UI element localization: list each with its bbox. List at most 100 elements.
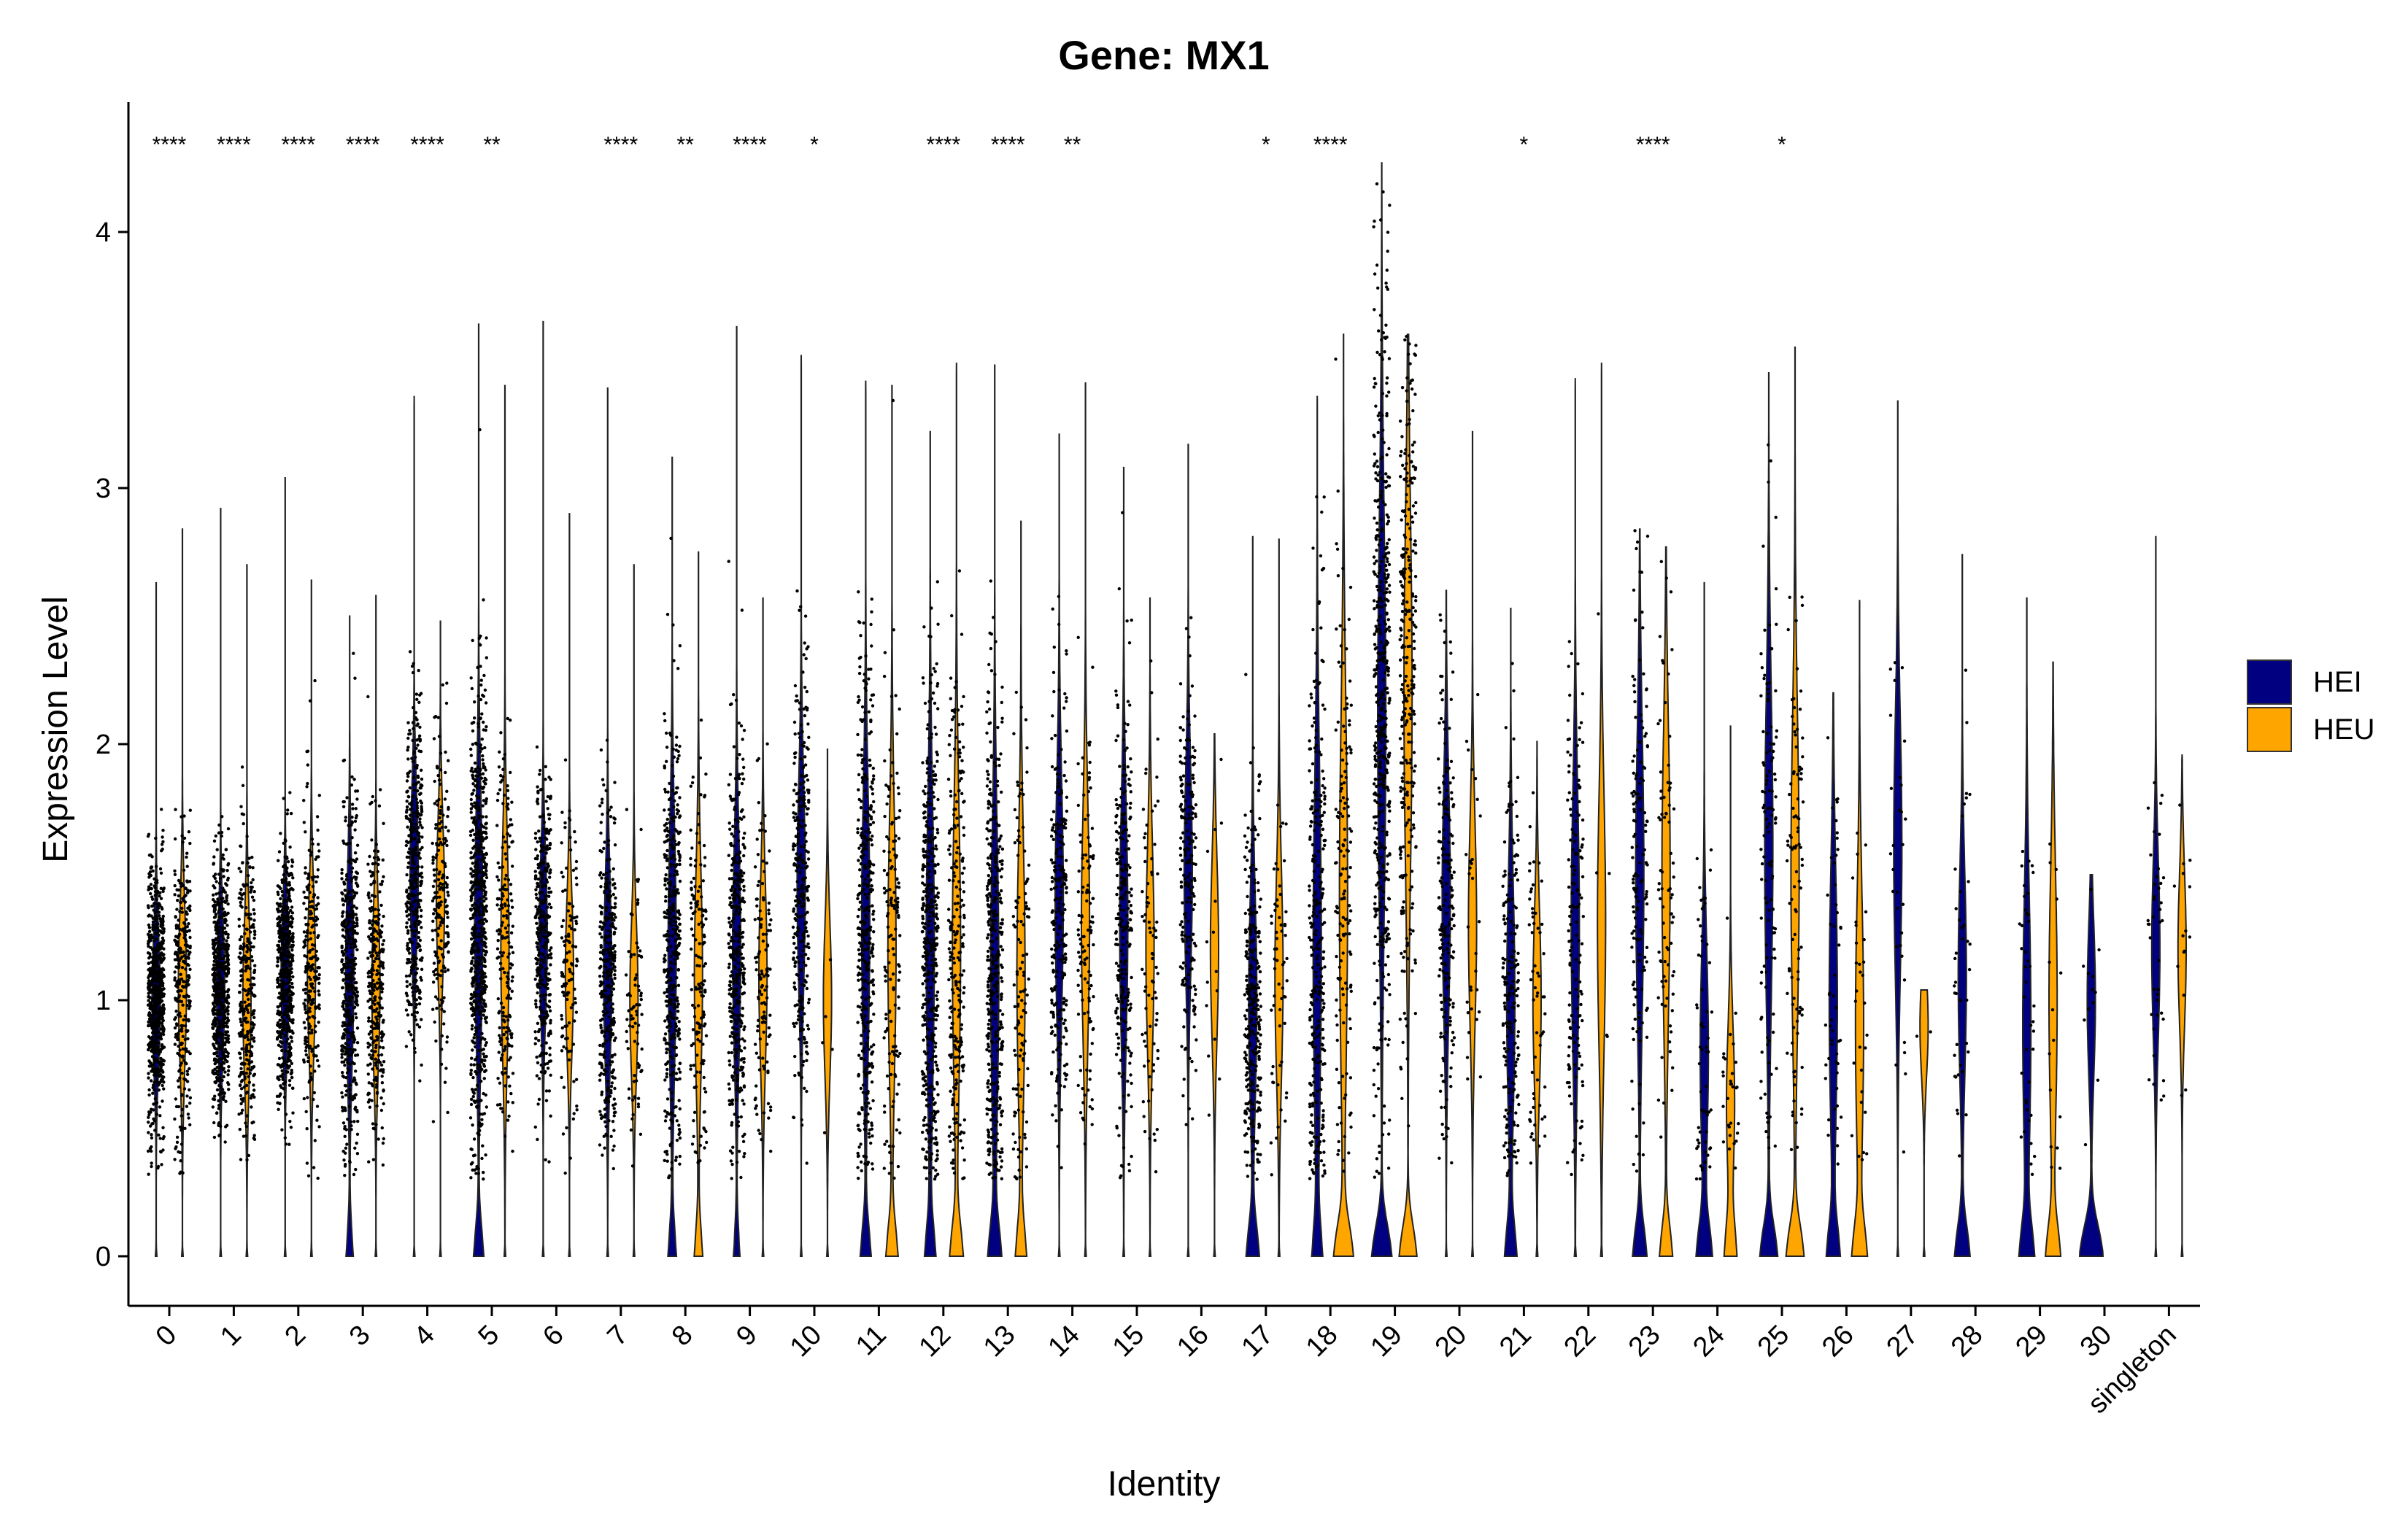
data-point: [406, 932, 410, 935]
data-point: [146, 835, 150, 838]
data-point: [433, 895, 437, 899]
data-point: [176, 924, 180, 928]
data-point: [147, 1048, 150, 1052]
data-point: [498, 908, 501, 911]
data-point: [306, 872, 310, 876]
data-point: [472, 1036, 476, 1040]
data-point: [503, 1067, 507, 1071]
data-point: [158, 1011, 161, 1015]
data-point: [469, 1068, 473, 1072]
data-point: [177, 980, 182, 984]
data-point: [436, 803, 439, 807]
violin-hei: [1632, 528, 1648, 1257]
data-point: [242, 1086, 246, 1089]
data-point: [250, 1060, 254, 1064]
data-point: [341, 1001, 345, 1005]
data-point: [420, 926, 423, 929]
data-point: [308, 891, 312, 894]
data-point: [147, 1093, 151, 1097]
data-point: [240, 1024, 244, 1027]
data-point: [291, 959, 295, 963]
data-point: [406, 900, 409, 904]
data-point: [159, 1037, 163, 1041]
data-point: [244, 1124, 249, 1129]
data-point: [242, 945, 245, 950]
data-point: [276, 1012, 279, 1015]
data-point: [405, 980, 409, 983]
data-point: [217, 1103, 221, 1107]
data-point: [352, 959, 356, 963]
data-point: [185, 980, 188, 984]
data-point: [159, 871, 163, 875]
data-point: [418, 725, 422, 729]
data-point: [290, 1040, 294, 1043]
data-point: [539, 840, 543, 843]
data-point: [342, 882, 347, 886]
data-point: [289, 908, 293, 913]
data-point: [245, 1114, 249, 1118]
data-point: [379, 1096, 383, 1100]
data-point: [249, 890, 252, 894]
data-point: [417, 700, 421, 704]
data-point: [290, 970, 293, 975]
data-point: [404, 925, 409, 929]
data-point: [226, 902, 230, 906]
data-point: [285, 870, 289, 874]
data-point: [375, 972, 379, 977]
data-point: [282, 1018, 286, 1022]
data-point: [412, 760, 416, 764]
data-point: [470, 959, 474, 963]
violin-heu: [1723, 725, 1738, 1257]
data-point: [379, 972, 382, 977]
data-point: [356, 1119, 360, 1123]
data-point: [343, 972, 347, 975]
data-point: [417, 749, 421, 753]
data-point: [239, 944, 243, 948]
data-point: [152, 976, 156, 980]
data-point: [149, 873, 153, 878]
data-point: [408, 983, 412, 986]
data-point: [225, 1059, 229, 1064]
data-point: [156, 1083, 161, 1087]
data-point: [211, 1022, 215, 1026]
data-point: [501, 1110, 505, 1114]
data-point: [250, 881, 253, 885]
data-point: [227, 1083, 231, 1086]
data-point: [380, 990, 384, 994]
data-point: [481, 758, 485, 762]
data-point: [497, 897, 501, 901]
data-point: [470, 967, 474, 970]
data-point: [277, 943, 281, 948]
data-point: [215, 1002, 219, 1007]
data-point: [286, 808, 290, 812]
data-point: [501, 1010, 505, 1015]
data-point: [214, 977, 217, 981]
data-point: [304, 1035, 308, 1040]
data-point: [446, 916, 449, 919]
data-point: [279, 1040, 282, 1044]
data-point: [469, 872, 473, 875]
data-point: [345, 1023, 349, 1027]
data-point: [469, 851, 473, 855]
data-point: [157, 1088, 161, 1092]
data-point: [375, 969, 379, 972]
data-point: [471, 984, 474, 988]
data-point: [215, 903, 219, 907]
data-point: [220, 957, 223, 961]
data-point: [368, 854, 371, 859]
data-point: [252, 1134, 256, 1137]
data-point: [155, 986, 160, 989]
data-point: [419, 823, 422, 827]
data-point: [478, 833, 482, 837]
data-point: [368, 997, 372, 1002]
data-point: [485, 815, 488, 819]
data-point: [153, 877, 156, 881]
data-point: [147, 1172, 150, 1176]
data-point: [413, 1051, 417, 1054]
data-point: [437, 735, 441, 738]
data-point: [248, 930, 252, 934]
data-point: [447, 935, 450, 939]
data-point: [417, 1025, 422, 1029]
data-point: [377, 964, 381, 968]
data-point: [443, 862, 447, 866]
